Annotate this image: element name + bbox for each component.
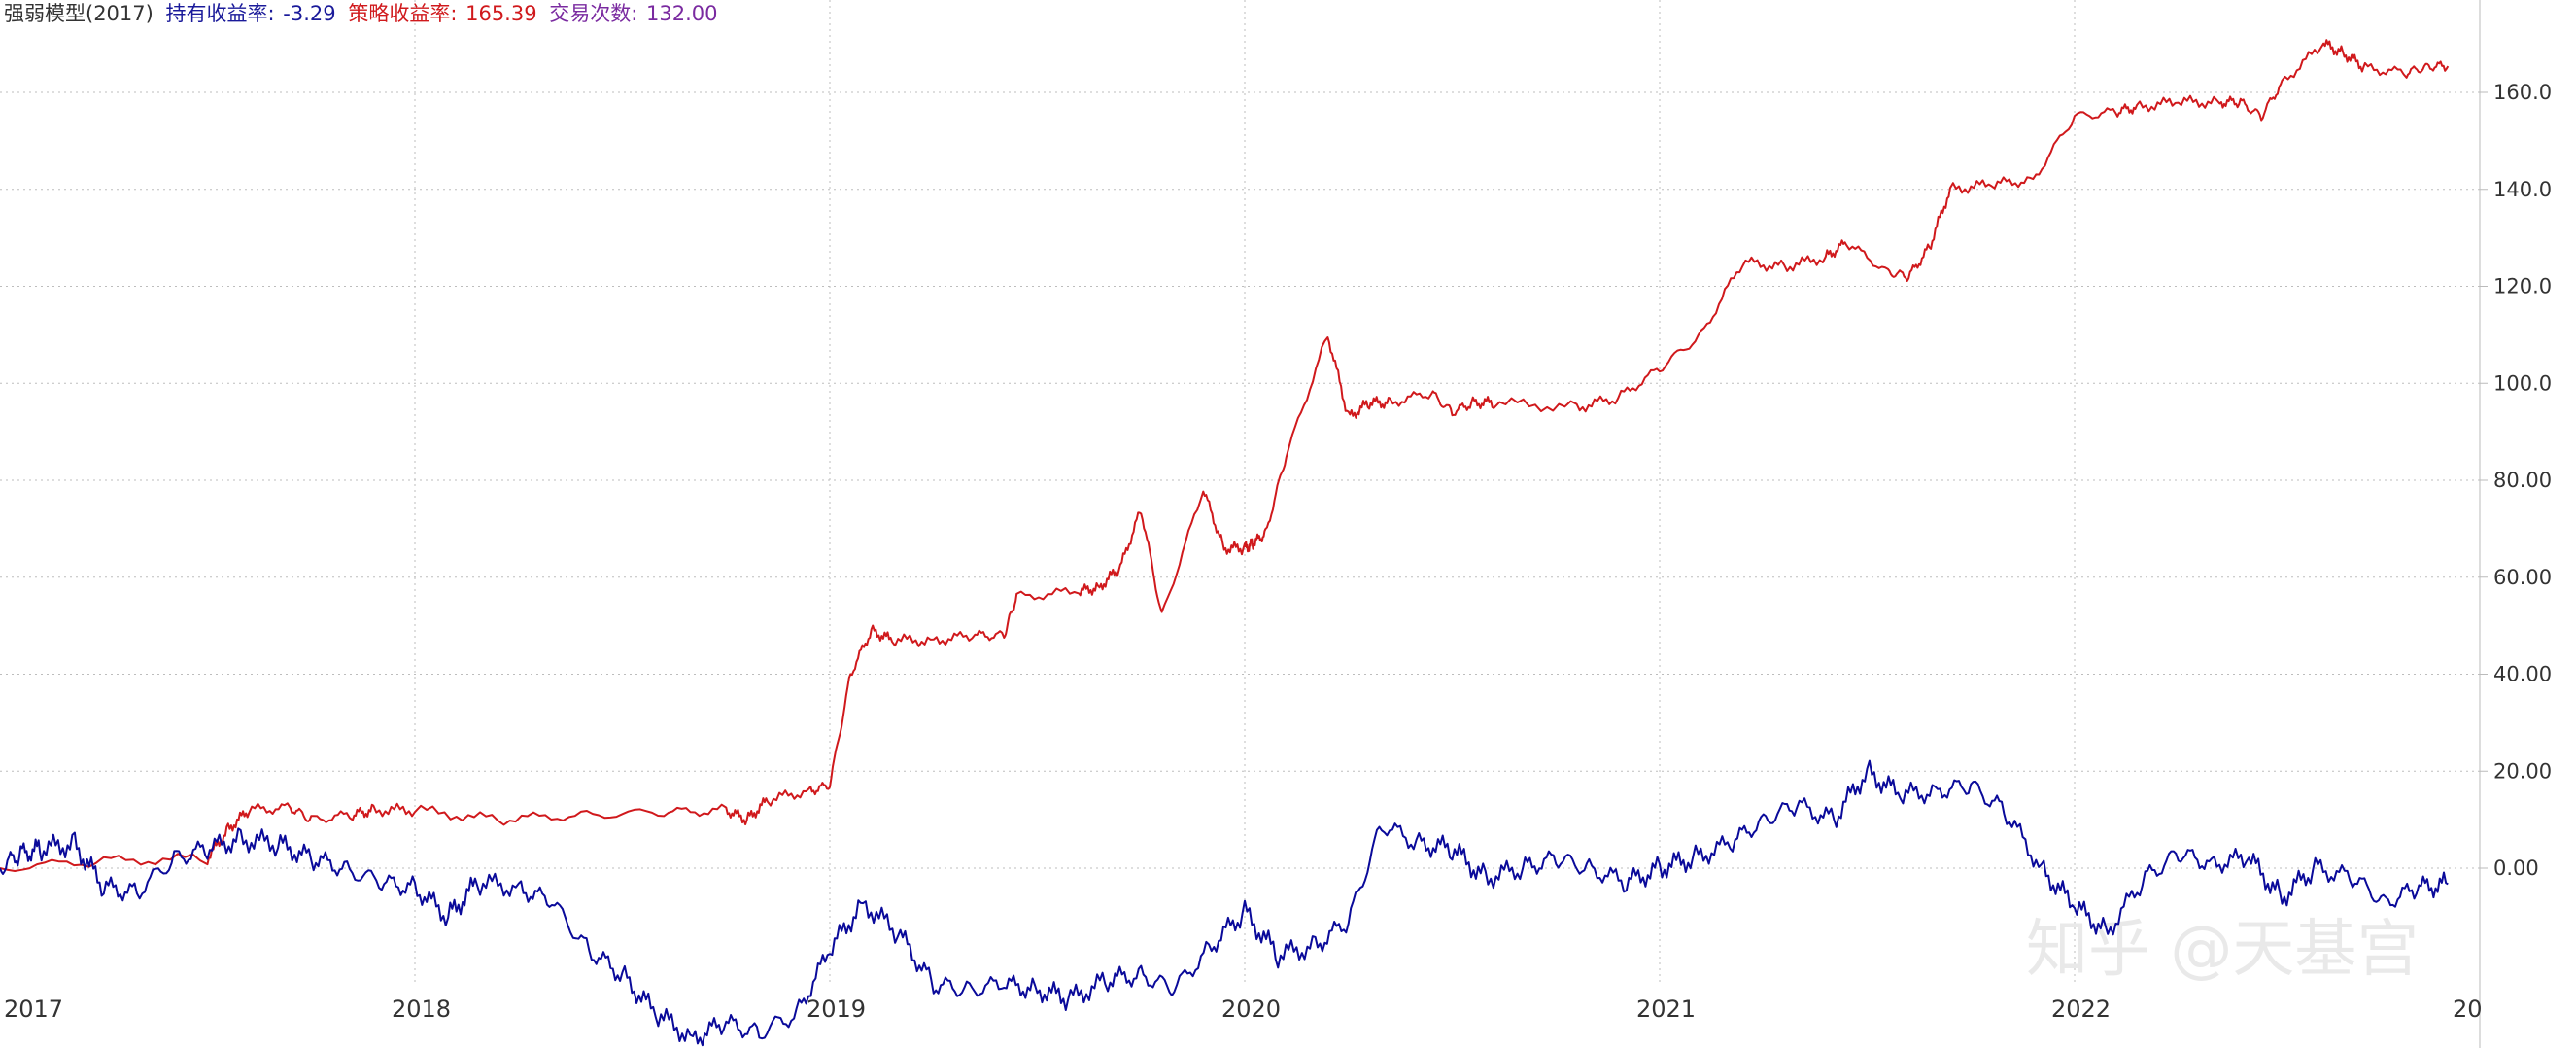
- trade-count-label: 交易次数:: [549, 2, 638, 25]
- indicator-name: 强弱模型(2017): [4, 2, 154, 25]
- y-tick-label: 160.0: [2493, 81, 2552, 104]
- x-tick-label: 2022: [2051, 996, 2111, 1023]
- y-tick-label: 20.00: [2493, 759, 2552, 783]
- y-tick-label: 60.00: [2493, 566, 2552, 589]
- hold-return-line: [0, 759, 2449, 1047]
- y-axis: 0.00 20.00 40.00 60.00 80.00 100.0 120.0 140.0 1…: [2479, 0, 2552, 1048]
- x-tick-label: 2018: [392, 996, 451, 1023]
- x-tick-label: 2017: [4, 996, 63, 1023]
- hold-return-label: 持有收益率:: [165, 2, 275, 25]
- strategy-return-value: 165.39: [465, 2, 537, 25]
- y-tick-label: 40.00: [2493, 663, 2552, 686]
- chart-header: 强弱模型(2017) 持有收益率: -3.29 策略收益率: 165.39 交易…: [4, 0, 724, 27]
- y-tick-label: 120.0: [2493, 275, 2552, 298]
- y-tick-label: 140.0: [2493, 178, 2552, 201]
- series-lines: [0, 39, 2450, 1047]
- hold-return-value: -3.29: [283, 2, 336, 25]
- x-tick-label: 20: [2453, 996, 2483, 1023]
- strategy-return-label: 策略收益率:: [348, 2, 458, 25]
- trade-count-value: 132.00: [646, 2, 718, 25]
- x-tick-label: 2020: [1221, 996, 1281, 1023]
- watermark: 知乎 @天基宫: [2026, 914, 2419, 986]
- y-tick-label: 100.0: [2493, 371, 2552, 395]
- x-tick-label: 2019: [807, 996, 866, 1023]
- strategy-return-line: [0, 39, 2450, 872]
- x-axis: 2017 2018 2019 2020 2021 2022 20: [4, 996, 2483, 1023]
- grid-lines: [0, 0, 2480, 984]
- y-tick-label: 0.00: [2493, 856, 2539, 880]
- y-tick-label: 80.00: [2493, 469, 2552, 492]
- x-tick-label: 2021: [1636, 996, 1696, 1023]
